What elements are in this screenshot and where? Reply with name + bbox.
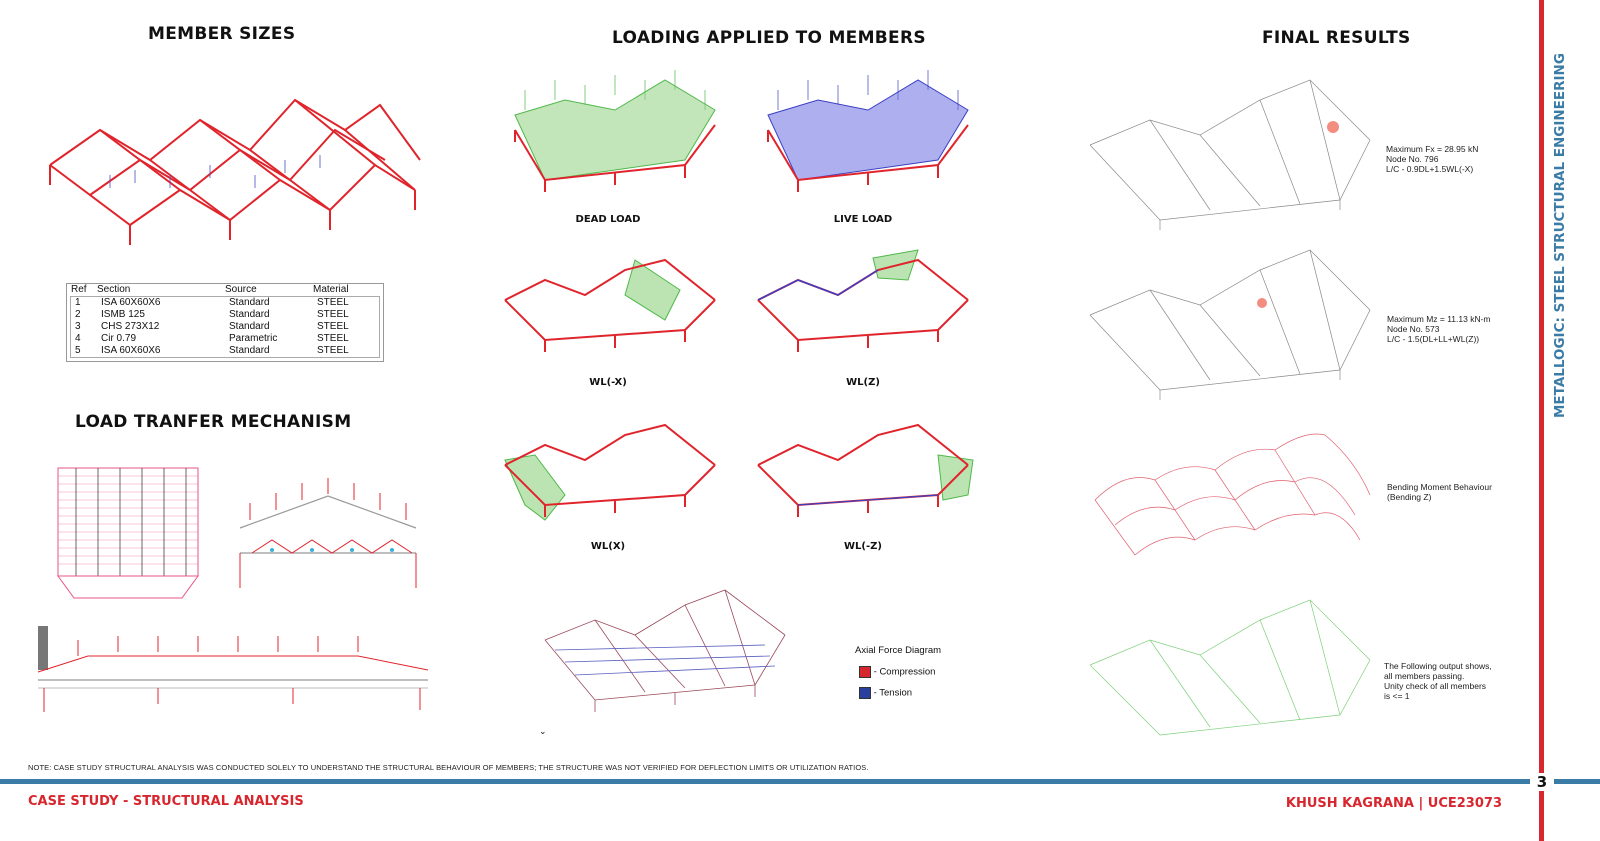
table-cell: STEEL	[317, 345, 349, 356]
table-cell: STEEL	[317, 333, 349, 344]
table-cell: 5	[75, 345, 81, 356]
table-cell: ISA 60X60X6	[101, 297, 161, 308]
compression-swatch	[859, 666, 871, 678]
long-section-drawing	[37, 626, 429, 712]
final-results-heading: FINAL RESULTS	[1262, 28, 1411, 48]
loading-heading: LOADING APPLIED TO MEMBERS	[612, 28, 926, 48]
section-table-body: 1 ISA 60X60X6 Standard STEEL 2 ISMB 125 …	[71, 297, 379, 357]
result-unity-line: is <= 1	[1384, 691, 1410, 701]
header-ref: Ref	[71, 284, 87, 295]
result-unity-text: The Following output shows, all members …	[1384, 661, 1534, 701]
axial-legend-title: Axial Force Diagram	[855, 645, 942, 656]
dead-load-model	[514, 70, 716, 192]
wl-minus-z-model	[757, 423, 974, 517]
roof-plan-drawing	[57, 467, 199, 599]
table-cell: Standard	[229, 297, 270, 308]
table-cell: 2	[75, 309, 81, 320]
result-mz-model	[1089, 249, 1371, 400]
table-cell: CHS 273X12	[101, 321, 160, 332]
section-table: Ref Section Source Material 1 ISA 60X60X…	[66, 283, 384, 362]
footer-author: KHUSH KAGRANA | UCE23073	[1285, 796, 1502, 811]
result-fx-text: Maximum Fx = 28.95 kN Node No. 796 L/C -…	[1386, 144, 1536, 174]
truss-section-drawing	[239, 478, 417, 588]
table-row: 5 ISA 60X60X6 Standard STEEL	[71, 345, 379, 357]
table-cell: Standard	[229, 345, 270, 356]
result-fx-line: L/C - 0.9DL+1.5WL(-X)	[1386, 164, 1474, 174]
wl-minus-x-model	[504, 258, 716, 352]
result-fx-model	[1089, 79, 1371, 230]
wl-z-model	[757, 249, 969, 352]
member-sizes-heading: MEMBER SIZES	[148, 24, 296, 44]
result-bending-line: (Bending Z)	[1387, 492, 1432, 502]
table-row: 4 Cir 0.79 Parametric STEEL	[71, 333, 379, 345]
table-cell: 1	[75, 297, 81, 308]
result-fx-line: Maximum Fx = 28.95 kN	[1386, 144, 1479, 154]
axial-force-model	[544, 589, 786, 712]
wl-minus-z-label: WL(-Z)	[844, 541, 882, 552]
live-load-model	[767, 70, 969, 192]
result-unity-line: Unity check of all members	[1384, 681, 1487, 691]
result-mz-line: L/C - 1.5(DL+LL+WL(Z))	[1387, 334, 1480, 344]
result-bending-text: Bending Moment Behaviour (Bending Z)	[1387, 482, 1537, 502]
table-cell: Cir 0.79	[101, 333, 137, 344]
table-cell: ISA 60X60X6	[101, 345, 161, 356]
table-cell: STEEL	[317, 297, 349, 308]
header-material: Material	[313, 284, 349, 295]
wl-x-model	[504, 423, 716, 521]
result-fx-line: Node No. 796	[1386, 154, 1439, 164]
chevron-down-icon: ⌄	[539, 726, 547, 736]
table-cell: Parametric	[229, 333, 278, 344]
table-cell: STEEL	[317, 309, 349, 320]
result-mz-text: Maximum Mz = 11.13 kN-m Node No. 573 L/C…	[1387, 314, 1537, 344]
section-table-header: Ref Section Source Material	[67, 284, 383, 296]
legend-tension: - Tension	[859, 687, 912, 699]
member-sizes-model	[49, 98, 421, 245]
result-bending-line: Bending Moment Behaviour	[1387, 482, 1492, 492]
footer-divider	[0, 779, 1600, 784]
table-cell: Standard	[229, 321, 270, 332]
header-source: Source	[225, 284, 257, 295]
tension-swatch	[859, 687, 871, 699]
table-cell: Standard	[229, 309, 270, 320]
wl-x-label: WL(X)	[590, 541, 626, 552]
analysis-note: NOTE: CASE STUDY STRUCTURAL ANALYSIS WAS…	[28, 763, 869, 772]
compression-label: - Compression	[873, 666, 936, 678]
table-cell: 3	[75, 321, 81, 332]
unity-check-model	[1089, 599, 1371, 736]
result-unity-line: all members passing.	[1384, 671, 1465, 681]
footer-left-title: CASE STUDY - STRUCTURAL ANALYSIS	[28, 794, 304, 809]
wl-z-label: WL(Z)	[846, 377, 880, 388]
side-accent-bar	[1539, 0, 1544, 841]
table-cell: ISMB 125	[101, 309, 145, 320]
table-cell: 4	[75, 333, 81, 344]
table-cell: STEEL	[317, 321, 349, 332]
table-row: 1 ISA 60X60X6 Standard STEEL	[71, 297, 379, 309]
result-unity-line: The Following output shows,	[1384, 661, 1492, 671]
page-number: 3	[1530, 773, 1554, 791]
table-row: 3 CHS 273X12 Standard STEEL	[71, 321, 379, 333]
table-row: 2 ISMB 125 Standard STEEL	[71, 309, 379, 321]
result-mz-line: Node No. 573	[1387, 324, 1440, 334]
legend-compression: - Compression	[859, 666, 935, 678]
wl-minus-x-label: WL(-X)	[589, 377, 627, 388]
side-title: METALLOGIC: STEEL STRUCTURAL ENGINEERING	[1552, 53, 1568, 418]
load-transfer-heading: LOAD TRANFER MECHANISM	[75, 412, 352, 432]
dead-load-label: DEAD LOAD	[575, 214, 641, 225]
live-load-label: LIVE LOAD	[833, 214, 893, 225]
result-mz-line: Maximum Mz = 11.13 kN-m	[1387, 314, 1491, 324]
bending-moment-model	[1094, 433, 1371, 556]
header-section: Section	[97, 284, 131, 295]
tension-label: - Tension	[873, 687, 913, 699]
